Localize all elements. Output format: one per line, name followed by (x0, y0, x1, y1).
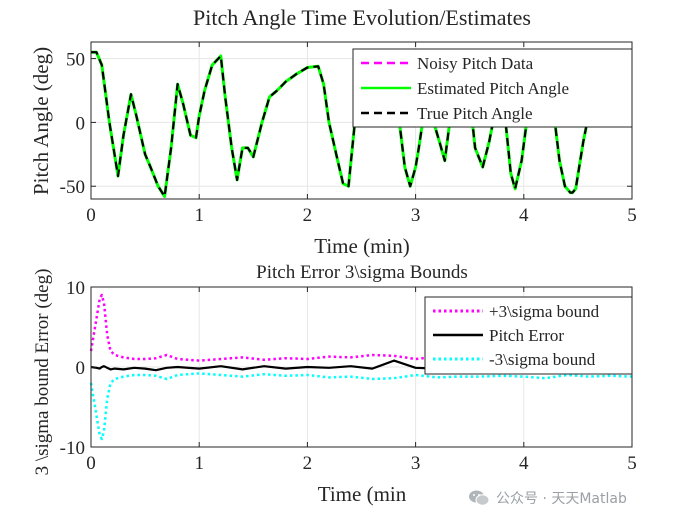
x-tick-label: 4 (519, 205, 529, 226)
y-tick-label: -50 (60, 177, 85, 198)
wechat-icon (469, 490, 490, 506)
x-tick-label: 4 (519, 453, 529, 474)
legend-label: +3\sigma bound (489, 302, 600, 321)
x-tick-label: 0 (86, 453, 96, 474)
chart-title: Pitch Angle Time Evolution/Estimates (193, 5, 531, 30)
x-tick-label: 0 (86, 205, 96, 226)
y-tick-label: -10 (60, 438, 85, 459)
legend-box (352, 48, 633, 128)
legend-label: Estimated Pitch Angle (417, 79, 569, 98)
x-tick-label: 5 (627, 205, 637, 226)
chart-title: Pitch Error 3\sigma Bounds (256, 262, 468, 283)
legend-label: Pitch Error (489, 326, 564, 345)
x-tick-label: 1 (194, 205, 204, 226)
y-tick-label: 0 (76, 113, 86, 134)
y-tick-label: 0 (76, 358, 86, 379)
x-tick-label: 3 (411, 453, 421, 474)
legend-label: Noisy Pitch Data (417, 54, 534, 73)
x-axis-label: Time (min) (314, 234, 409, 258)
legend-label: -3\sigma bound (489, 350, 596, 369)
x-tick-label: 5 (627, 453, 637, 474)
watermark-text: 公众号 · 天天Matlab (496, 491, 627, 507)
x-tick-label: 2 (303, 205, 313, 226)
x-tick-label: 2 (303, 453, 313, 474)
watermark: 公众号 · 天天Matlab (468, 486, 692, 510)
y-axis-label: Pitch Angle (deg) (29, 47, 53, 195)
x-axis-label: Time (min (318, 482, 407, 506)
y-tick-label: 10 (66, 278, 85, 299)
legend-label: True Pitch Angle (417, 104, 533, 123)
series-line--3-sigma-bound (89, 372, 633, 441)
y-axis-label: 3 \sigma bound Error (deg) (32, 269, 53, 476)
x-tick-label: 3 (411, 205, 421, 226)
y-tick-label: 50 (66, 50, 85, 71)
x-tick-label: 1 (194, 453, 204, 474)
